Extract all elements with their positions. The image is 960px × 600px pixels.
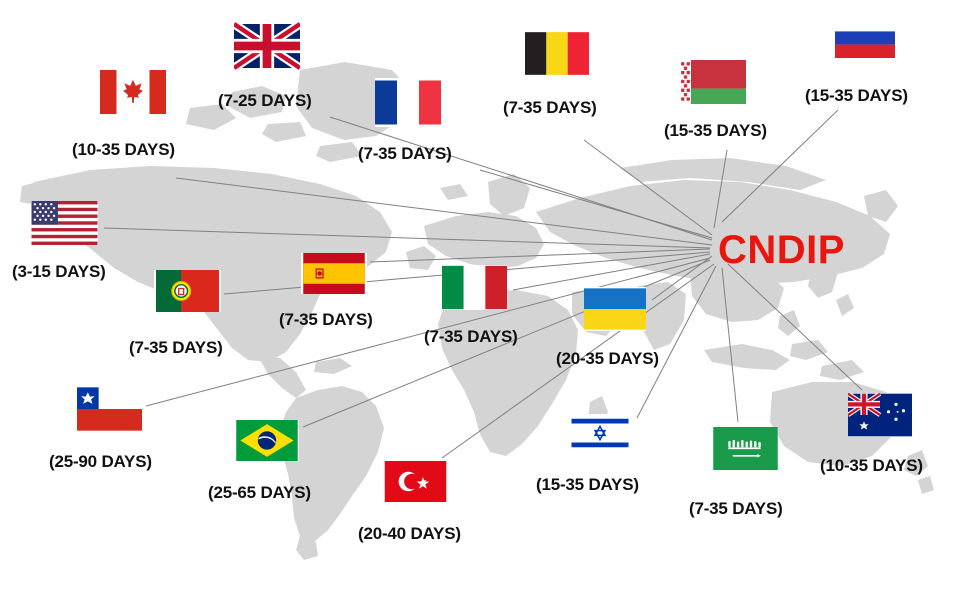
flag-belgium-icon (525, 30, 589, 77)
flag-united-kingdom-icon (234, 22, 300, 70)
delivery-time-label-portugal: (7-35 DAYS) (129, 338, 223, 357)
route-line-france (479, 169, 713, 239)
route-line-saudi-arabia (721, 267, 739, 423)
flag-turkey-icon (383, 461, 448, 502)
flag-belarus-icon (678, 60, 748, 104)
delivery-time-label-canada: (10-35 DAYS) (72, 140, 175, 159)
route-line-united-kingdom (329, 116, 713, 241)
flag-ukraine-icon (584, 287, 646, 331)
delivery-time-label-france: (7-35 DAYS) (358, 144, 452, 163)
flag-spain-icon (301, 253, 367, 294)
hub-label: CNDIP (718, 228, 845, 272)
flag-france-icon (375, 78, 441, 127)
delivery-time-label-ukraine: (20-35 DAYS) (556, 349, 659, 368)
route-line-australia (727, 263, 863, 391)
flag-portugal-icon (154, 270, 221, 312)
delivery-time-label-united-kingdom: (7-25 DAYS) (218, 91, 312, 110)
delivery-time-label-saudi-arabia: (7-35 DAYS) (689, 499, 783, 518)
route-line-belgium (583, 139, 713, 236)
delivery-time-label-united-states: (3-15 DAYS) (12, 262, 106, 281)
flag-united-states-icon (31, 201, 98, 245)
flag-australia-icon (848, 393, 912, 437)
delivery-time-label-spain: (7-35 DAYS) (279, 310, 373, 329)
delivery-time-label-australia: (10-35 DAYS) (820, 456, 923, 475)
flag-italy-icon (442, 265, 507, 310)
route-line-spain (369, 248, 711, 263)
delivery-time-label-brazil: (25-65 DAYS) (208, 483, 311, 502)
delivery-time-label-turkey: (20-40 DAYS) (358, 524, 461, 543)
flag-brazil-icon (235, 420, 299, 461)
delivery-time-label-belarus: (15-35 DAYS) (664, 121, 767, 140)
flag-chile-icon (77, 387, 142, 431)
route-line-belarus (713, 149, 728, 229)
route-line-italy (512, 253, 711, 291)
route-line-canada (175, 177, 713, 246)
route-line-ukraine (651, 255, 713, 301)
delivery-time-label-chile: (25-90 DAYS) (49, 452, 152, 471)
flag-canada-icon (100, 69, 166, 115)
route-line-israel (636, 265, 717, 419)
delivery-time-label-russia: (15-35 DAYS) (805, 86, 908, 105)
flag-russia-icon (834, 18, 896, 58)
delivery-time-label-israel: (15-35 DAYS) (536, 475, 639, 494)
flag-israel-icon (568, 414, 632, 452)
delivery-time-label-italy: (7-35 DAYS) (424, 327, 518, 346)
delivery-time-label-belgium: (7-35 DAYS) (503, 98, 597, 117)
route-line-united-states (103, 227, 711, 249)
flag-saudi-arabia-icon (713, 427, 778, 470)
